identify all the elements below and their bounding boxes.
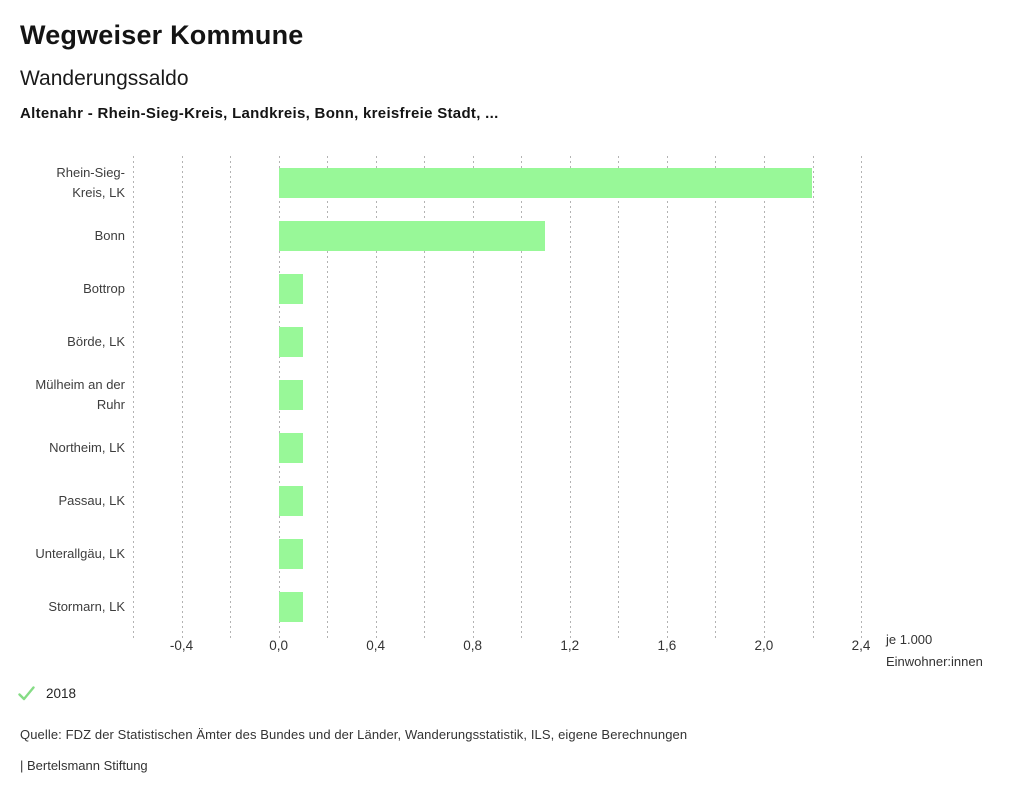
y-axis-label: Rhein-Sieg-Kreis, LK [56, 164, 125, 200]
bar[interactable] [278, 167, 813, 198]
y-axis-label: Bonn [94, 227, 125, 243]
y-axis-label: Northeim, LK [49, 439, 125, 455]
x-axis-unit-label: je 1.000 Einwohner:innen [886, 629, 983, 672]
gridline [715, 156, 717, 638]
x-axis-tick-label: 2,4 [851, 638, 871, 653]
y-axis-label: Passau, LK [58, 492, 126, 508]
x-axis-unit-line2: Einwohner:innen [886, 653, 983, 669]
y-axis-label: Stormarn, LK [48, 598, 125, 614]
gridline [812, 156, 814, 638]
bar[interactable] [278, 220, 546, 251]
y-axis-label: Unterallgäu, LK [35, 545, 125, 561]
gridline [618, 156, 620, 638]
gridline [424, 156, 426, 638]
y-axis-label: Börde, LK [67, 333, 125, 349]
y-axis-label: Bottrop [83, 280, 125, 296]
gridline [230, 156, 232, 638]
legend-label: 2018 [46, 686, 77, 701]
gridline [472, 156, 474, 638]
x-axis-unit-line1: je 1.000 [886, 632, 933, 647]
x-axis-tick-label: 1,2 [560, 638, 580, 653]
bar[interactable] [278, 485, 303, 516]
bar[interactable] [278, 326, 303, 357]
bar[interactable] [278, 538, 303, 569]
y-axis-label: Mülheim an der Ruhr [35, 376, 125, 412]
check-icon [18, 686, 35, 701]
gridline [569, 156, 571, 638]
bar[interactable] [278, 591, 303, 622]
gridline [861, 156, 862, 638]
gridline [375, 156, 377, 638]
branding-text: | Bertelsmann Stiftung [20, 758, 148, 773]
x-axis-tick-label: 0,8 [463, 638, 483, 653]
source-text: Quelle: FDZ der Statistischen Ämter des … [20, 727, 688, 742]
bar[interactable] [278, 273, 303, 304]
x-axis-tick-label: -0,4 [169, 638, 194, 653]
chart-subtitle: Altenahr - Rhein-Sieg-Kreis, Landkreis, … [20, 105, 499, 122]
gridline [521, 156, 523, 638]
page-title: Wegweiser Kommune [20, 20, 304, 50]
gridline [763, 156, 765, 638]
x-axis-tick-label: 2,0 [754, 638, 774, 653]
x-axis-tick-label: 0,0 [269, 638, 288, 653]
legend-item-2018[interactable]: 2018 [18, 686, 76, 701]
gridline [133, 156, 134, 638]
bar[interactable] [278, 379, 303, 410]
gridline [327, 156, 329, 638]
gridline [181, 156, 183, 638]
x-axis-tick-label: 0,4 [366, 638, 386, 653]
chart-title: Wanderungssaldo [20, 67, 189, 90]
x-axis-tick-label: 1,6 [657, 638, 677, 653]
bar[interactable] [278, 432, 303, 463]
gridline [666, 156, 668, 638]
